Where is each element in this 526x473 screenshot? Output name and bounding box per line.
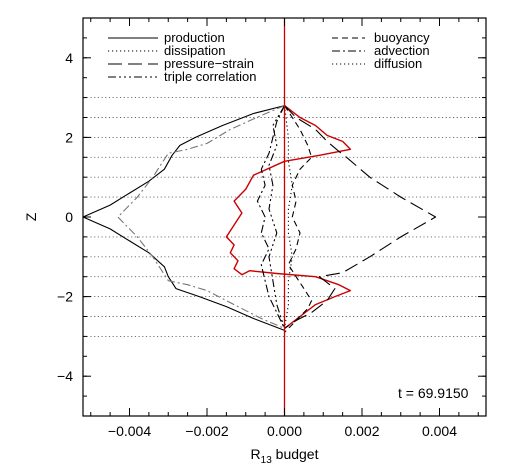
legend-label: production xyxy=(164,30,225,45)
series-line-red-line xyxy=(225,105,352,329)
legend-label: dissipation xyxy=(164,43,225,58)
legend-label: advection xyxy=(374,43,430,58)
x-axis-title: R13 budget xyxy=(251,446,319,466)
x-tick-label: 0.002 xyxy=(344,423,379,439)
horizontal-gridlines xyxy=(83,97,486,337)
y-axis-title: Z xyxy=(23,212,39,221)
series-line-diffusion xyxy=(117,105,285,329)
x-axis-title-rest: budget xyxy=(272,446,319,462)
x-tick-label: 0.000 xyxy=(267,423,302,439)
legend-label: triple correlation xyxy=(164,69,257,84)
axis-ticks: −0.004 −0.002 0.000 0.002 0.004 −4 −2 0 2 4 xyxy=(57,17,486,439)
legend-label: pressure−strain xyxy=(164,56,254,71)
y-tick-label: 2 xyxy=(65,129,73,145)
series-line-advection xyxy=(256,105,285,329)
y-tick-label: 4 xyxy=(65,50,73,66)
x-tick-label: −0.004 xyxy=(108,423,151,439)
x-axis-title-main: R xyxy=(251,446,261,462)
legend-label: diffusion xyxy=(374,56,422,71)
x-tick-label: 0.004 xyxy=(422,423,457,439)
legend: productiondissipationpressure−straintrip… xyxy=(108,30,430,84)
series-line-triple-correlation xyxy=(268,105,286,329)
x-tick-label: −0.002 xyxy=(185,423,228,439)
y-tick-label: −2 xyxy=(57,289,73,305)
x-axis-title-subscript: 13 xyxy=(261,455,273,466)
series-line-buoyancy xyxy=(284,105,313,333)
y-tick-label: 0 xyxy=(65,209,73,225)
legend-label: buoyancy xyxy=(374,30,430,45)
time-annotation: t = 69.9150 xyxy=(398,385,469,401)
y-tick-label: −4 xyxy=(57,368,73,384)
series-line-pressure-strain xyxy=(284,105,437,329)
series-line-dissipation xyxy=(283,105,293,329)
series-lines xyxy=(82,18,437,416)
